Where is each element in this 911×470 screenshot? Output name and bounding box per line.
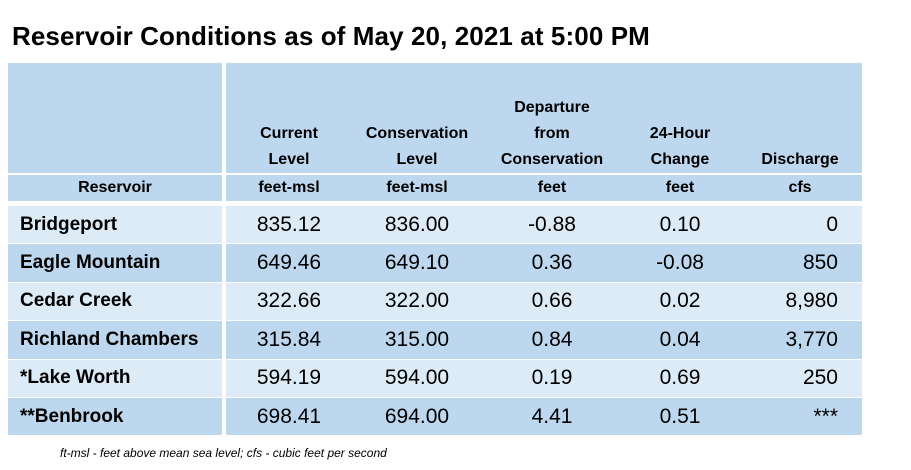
reservoir-name: Eagle Mountain <box>8 243 226 283</box>
departure-value: 0.84 <box>482 320 622 360</box>
conservation-level: 836.00 <box>352 203 482 245</box>
current-level: 835.12 <box>224 203 352 245</box>
reservoir-name: Cedar Creek <box>8 282 226 322</box>
departure-value: -0.88 <box>482 203 622 245</box>
table-row: Richland Chambers 315.84 315.00 0.84 0.0… <box>8 320 862 360</box>
departure-value: 0.36 <box>482 243 622 283</box>
discharge-value: *** <box>738 397 862 437</box>
header-change-line1: 24-Hour <box>649 125 711 142</box>
change-value: 0.69 <box>622 359 738 398</box>
table-row: Bridgeport 835.12 836.00 -0.88 0.10 0 <box>8 203 862 245</box>
header-reservoir: Reservoir <box>8 174 226 206</box>
header-departure: Departure from Conservation <box>482 63 622 175</box>
discharge-value: 8,980 <box>738 282 862 322</box>
reservoir-name: **Benbrook <box>8 397 226 437</box>
header-discharge-label: Discharge <box>761 151 839 168</box>
header-conservation-line1: Conservation <box>365 125 469 142</box>
departure-value: 0.66 <box>482 282 622 322</box>
discharge-value: 3,770 <box>738 320 862 360</box>
current-level: 315.84 <box>224 320 352 360</box>
discharge-value: 0 <box>738 203 862 245</box>
table-row: Eagle Mountain 649.46 649.10 0.36 -0.08 … <box>8 243 862 283</box>
reservoir-name: Richland Chambers <box>8 320 226 360</box>
table-row: *Lake Worth 594.19 594.00 0.19 0.69 250 <box>8 359 862 398</box>
header-current-line2: Level <box>268 151 310 168</box>
header-departure-line2: from <box>534 125 570 142</box>
reservoir-name: Bridgeport <box>8 203 226 245</box>
table-row: **Benbrook 698.41 694.00 4.41 0.51 *** <box>8 397 862 437</box>
current-level: 322.66 <box>224 282 352 322</box>
departure-value: 4.41 <box>482 397 622 437</box>
change-value: 0.02 <box>622 282 738 322</box>
conservation-level: 315.00 <box>352 320 482 360</box>
header-reservoir-spacer <box>8 63 226 175</box>
change-value: 0.51 <box>622 397 738 437</box>
discharge-value: 250 <box>738 359 862 398</box>
header-change: 24-Hour Change <box>622 63 738 175</box>
page-title: Reservoir Conditions as of May 20, 2021 … <box>12 21 650 51</box>
change-value: 0.10 <box>622 203 738 245</box>
header-current: Current Level <box>224 63 352 175</box>
header-current-line1: Current <box>260 125 318 142</box>
header-departure-line1: Departure <box>514 99 590 116</box>
header-departure-line3: Conservation <box>500 151 604 168</box>
header-discharge: Discharge <box>738 63 862 175</box>
header-conservation: Conservation Level <box>352 63 482 175</box>
departure-value: 0.19 <box>482 359 622 398</box>
conservation-level: 694.00 <box>352 397 482 437</box>
current-level: 649.46 <box>224 243 352 283</box>
unit-change: feet <box>622 174 738 206</box>
unit-current: feet-msl <box>224 174 352 206</box>
reservoir-table: Current Level Conservation Level Departu… <box>8 63 862 437</box>
unit-discharge: cfs <box>738 174 862 206</box>
unit-departure: feet <box>482 174 622 206</box>
conservation-level: 594.00 <box>352 359 482 398</box>
footnote: ft-msl - feet above mean sea level; cfs … <box>60 446 387 460</box>
conservation-level: 649.10 <box>352 243 482 283</box>
unit-conservation: feet-msl <box>352 174 482 206</box>
current-level: 594.19 <box>224 359 352 398</box>
discharge-value: 850 <box>738 243 862 283</box>
change-value: -0.08 <box>622 243 738 283</box>
units-row: Reservoir feet-msl feet-msl feet feet cf… <box>8 174 862 206</box>
header-change-line2: Change <box>650 151 710 168</box>
header-row: Current Level Conservation Level Departu… <box>8 63 862 175</box>
table-row: Cedar Creek 322.66 322.00 0.66 0.02 8,98… <box>8 282 862 322</box>
change-value: 0.04 <box>622 320 738 360</box>
reservoir-name: *Lake Worth <box>8 359 226 398</box>
header-conservation-line2: Level <box>396 151 438 168</box>
current-level: 698.41 <box>224 397 352 437</box>
conservation-level: 322.00 <box>352 282 482 322</box>
